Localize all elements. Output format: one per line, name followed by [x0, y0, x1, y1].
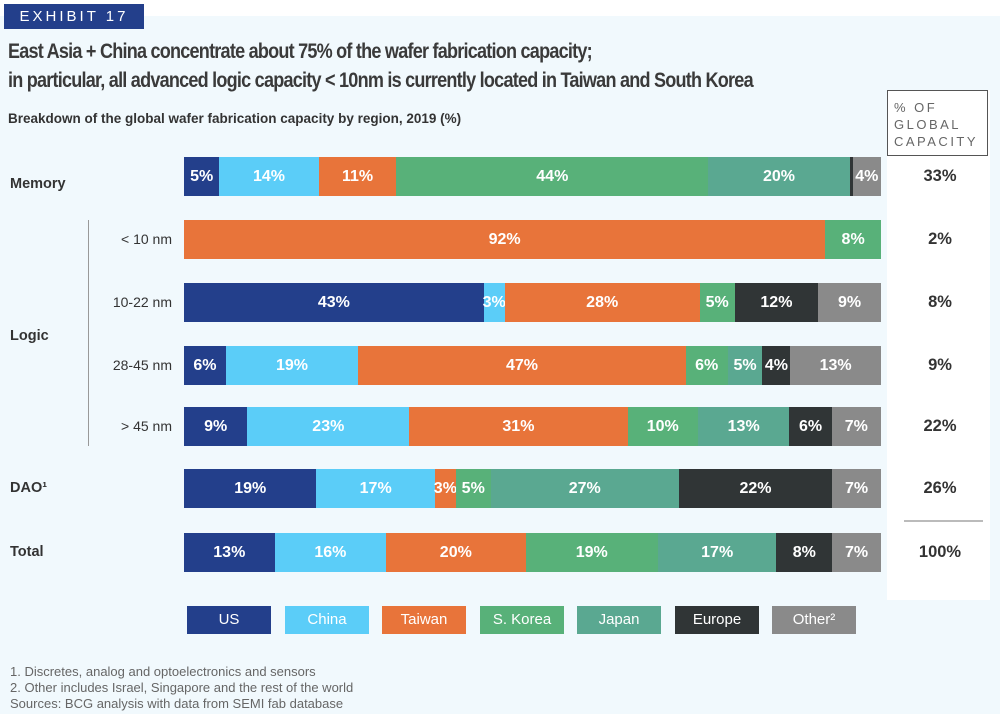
row-label: 28-45 nm [112, 357, 172, 373]
global-share-value: 26% [923, 479, 957, 497]
legend-item: Europe [675, 606, 759, 634]
bar-segment-japan: 27% [490, 469, 679, 508]
global-share-value: 22% [923, 417, 957, 435]
legend-item: Taiwan [382, 606, 466, 634]
bar-segment-china: 14% [219, 157, 319, 196]
legend-item: US [187, 606, 271, 634]
bar-segment-europe: 6% [789, 407, 832, 446]
bar-segment-japan: 13% [697, 407, 790, 446]
bar-segment-other: 9% [818, 283, 881, 322]
bar-row: 92% 8% [184, 220, 881, 259]
footnote-1: 1. Discretes, analog and optoelectronics… [10, 664, 316, 679]
bar-segment-skorea: 10% [627, 407, 698, 446]
bar-segment-skorea: 6% [685, 346, 728, 385]
bar-segment-china: 17% [316, 469, 435, 508]
footnote-sources: Sources: BCG analysis with data from SEM… [10, 696, 344, 711]
share-column-header: % OF GLOBAL CAPACITY [887, 90, 988, 156]
group-label-memory: Memory [10, 176, 66, 192]
row-label: < 10 nm [121, 231, 172, 247]
bar-segment-europe: 8% [776, 533, 833, 572]
bar-segment-us: 19% [184, 469, 317, 508]
bar-segment-taiwan: 31% [409, 407, 628, 446]
bar-segment-taiwan: 47% [358, 346, 686, 385]
bar-segment-us: 9% [184, 407, 248, 446]
bar-segment-europe: 4% [762, 346, 791, 385]
group-label-dao: DAO¹ [10, 480, 48, 496]
group-label-total: Total [10, 544, 44, 560]
global-share-value: 100% [918, 543, 962, 561]
bar-row: 43% 3% 28% 5% 12% 9% [184, 283, 881, 322]
bar-segment-us: 43% [184, 283, 484, 322]
bar-segment-japan: 17% [657, 533, 777, 572]
row-label: 10-22 nm [112, 294, 172, 310]
bar-row: 5% 14% 11% 44% 20% 4% [184, 157, 881, 196]
bar-segment-other: 7% [831, 407, 881, 446]
bar-segment-other: 13% [790, 346, 881, 385]
bar-segment-skorea: 19% [525, 533, 658, 572]
logic-bracket [88, 220, 89, 446]
bar-segment-china: 23% [247, 407, 410, 446]
bar-segment-us: 13% [184, 533, 275, 572]
bar-segment-other: 4% [852, 157, 881, 196]
bar-segment-taiwan: 20% [386, 533, 526, 572]
bar-segment-skorea: 8% [825, 220, 881, 259]
bar-segment-us: 5% [184, 157, 220, 196]
footnote-2: 2. Other includes Israel, Singapore and … [10, 680, 354, 695]
bar-segment-europe [849, 157, 853, 196]
global-share-value: 9% [928, 356, 952, 374]
bar-segment-taiwan: 28% [504, 283, 700, 322]
bar-segment-europe: 12% [734, 283, 819, 322]
bar-segment-skorea: 44% [396, 157, 709, 196]
bar-segment-china: 19% [225, 346, 359, 385]
legend-item: China [285, 606, 369, 634]
bar-segment-taiwan: 11% [318, 157, 397, 196]
global-share-value: 2% [928, 230, 952, 248]
bar-row: 9% 23% 31% 10% 13% 6% 7% [184, 407, 881, 446]
bar-segment-japan: 20% [708, 157, 850, 196]
bar-segment-other: 7% [832, 533, 881, 572]
global-share-value: 8% [928, 293, 952, 311]
bar-row: 19% 17% 3% 5% 27% 22% 7% [184, 469, 881, 508]
legend-item: S. Korea [480, 606, 564, 634]
bar-segment-skorea: 5% [455, 469, 491, 508]
bar-segment-china: 16% [274, 533, 387, 572]
group-label-logic: Logic [10, 328, 49, 344]
legend-item: Other² [772, 606, 856, 634]
bar-segment-other: 7% [832, 469, 881, 508]
title-line-1: East Asia + China concentrate about 75% … [8, 40, 593, 63]
legend-item: Japan [577, 606, 661, 634]
bar-segment-skorea: 5% [699, 283, 735, 322]
row-label: > 45 nm [121, 418, 172, 434]
bar-segment-china: 3% [483, 283, 506, 322]
share-column [887, 90, 990, 600]
bar-row: 6% 19% 47% 6% 5% 4% 13% [184, 346, 881, 385]
bar-segment-japan: 5% [727, 346, 763, 385]
chart-subtitle: Breakdown of the global wafer fabricatio… [8, 111, 462, 126]
global-share-value: 33% [923, 167, 957, 185]
bar-segment-us: 6% [184, 346, 226, 385]
total-divider [904, 520, 983, 522]
bar-segment-taiwan: 92% [184, 220, 826, 259]
title-line-2: in particular, all advanced logic capaci… [8, 69, 754, 92]
exhibit-badge: EXHIBIT 17 [4, 4, 144, 29]
bar-segment-europe: 22% [678, 469, 833, 508]
bar-row: 13% 16% 20% 19% 17% 8% 7% [184, 533, 881, 572]
bar-segment-taiwan: 3% [434, 469, 457, 508]
